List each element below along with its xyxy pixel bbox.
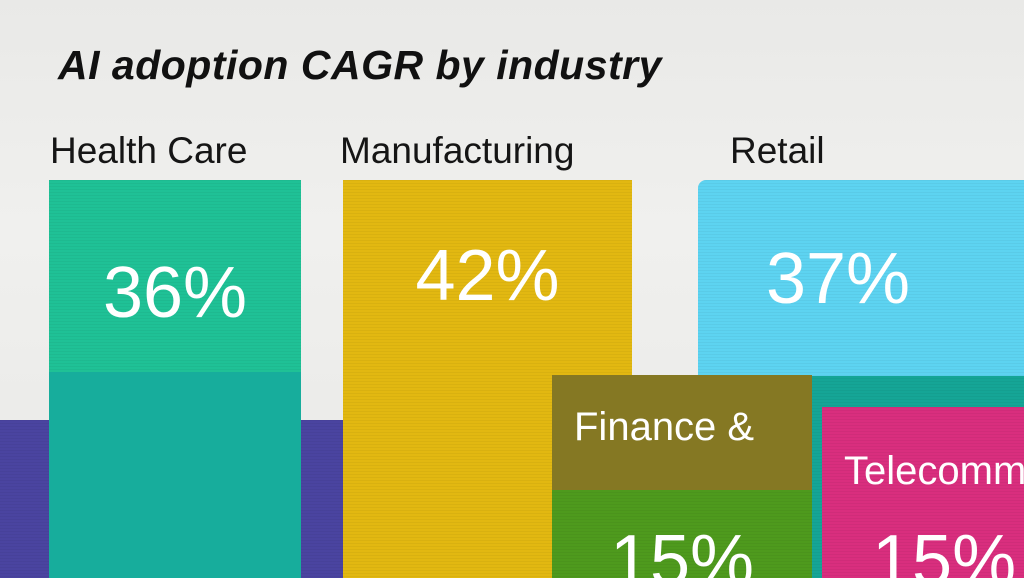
category-label-telecomm: Telecomm	[844, 449, 1024, 493]
category-label-health-care: Health Care	[50, 130, 248, 171]
bar-health-care: 36%	[49, 180, 301, 578]
bar-retail: 37%	[698, 180, 1024, 376]
category-label-manufacturing: Manufacturing	[340, 130, 575, 171]
value-label-telecomm: 15%	[872, 521, 1017, 578]
value-label-retail: 37%	[765, 239, 911, 319]
value-label-manufacturing: 42%	[415, 236, 560, 316]
value-label-finance: 15%	[609, 521, 755, 578]
bar-finance-header	[552, 375, 812, 490]
chart-title: AI adoption CAGR by industry	[58, 42, 662, 88]
bar-health-care-lower-section	[49, 372, 301, 578]
category-label-finance: Finance &	[574, 405, 755, 449]
bar-finance: Finance & 15%	[552, 375, 812, 578]
bar-telecomm: Telecomm 15%	[822, 407, 1024, 578]
category-label-retail: Retail	[730, 130, 825, 171]
value-label-health-care: 36%	[102, 253, 248, 333]
